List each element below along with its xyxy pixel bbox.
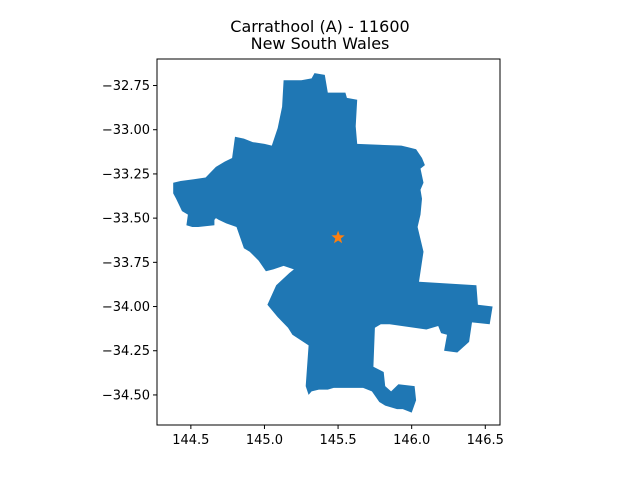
x-tick-label: 145.0 xyxy=(246,433,283,448)
y-axis: −32.75 −33.00 −33.25 −33.50 −33.75 −34.00 −34.… xyxy=(102,79,157,403)
x-tick-label: 145.5 xyxy=(319,433,356,448)
region-polygon xyxy=(173,73,493,413)
y-tick-label: −34.50 xyxy=(102,388,150,403)
y-tick-label: −34.00 xyxy=(102,300,150,315)
y-tick-label: −33.25 xyxy=(102,167,150,182)
plot-area xyxy=(173,73,493,413)
x-tick-label: 144.5 xyxy=(172,433,209,448)
x-axis: 144.5 145.0 145.5 146.0 146.5 xyxy=(172,425,504,448)
x-tick-label: 146.0 xyxy=(393,433,430,448)
y-tick-label: −34.25 xyxy=(102,344,150,359)
y-tick-label: −33.75 xyxy=(102,256,150,271)
y-tick-label: −32.75 xyxy=(102,79,150,94)
y-tick-label: −33.50 xyxy=(102,212,150,227)
axes-frame xyxy=(156,58,501,426)
map-title-line-2: New South Wales xyxy=(251,34,390,53)
map-title-line-1: Carrathool (A) - 11600 xyxy=(230,17,409,36)
centroid-star-marker xyxy=(331,230,345,244)
y-tick-label: −33.00 xyxy=(102,123,150,138)
x-tick-label: 146.5 xyxy=(467,433,504,448)
